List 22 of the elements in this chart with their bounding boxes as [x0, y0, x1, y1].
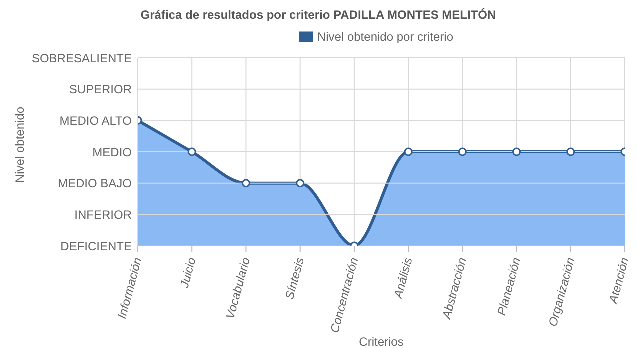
x-tick-label: Análisis — [390, 256, 416, 301]
point — [188, 148, 196, 156]
x-tick-label: Juicio — [177, 256, 199, 290]
x-tick-label: Atención — [606, 256, 632, 306]
text: MEDIO BAJO — [58, 176, 132, 191]
chart-title: Gráfica de resultados por criterio PADILLA MONTES MELITÓN — [140, 8, 498, 24]
text: INFERIOR — [74, 208, 132, 222]
x-tick-label: Síntesis — [282, 256, 308, 302]
text: SUPERIOR — [69, 82, 132, 97]
point — [512, 148, 522, 156]
text: Nivel obtenido — [13, 106, 27, 186]
point — [458, 148, 467, 156]
point — [296, 179, 305, 188]
text: SOBRESALIENTE — [32, 51, 132, 66]
point — [242, 179, 250, 188]
text: MEDIO — [92, 145, 132, 160]
text: MEDIO ALTO — [60, 114, 132, 128]
legend-label: Nivel obtenido por criterio — [317, 30, 454, 44]
point — [404, 148, 413, 156]
point — [566, 148, 576, 156]
x-axis-title: Criterios — [359, 335, 404, 348]
text: DEFICIENTE — [60, 239, 132, 254]
